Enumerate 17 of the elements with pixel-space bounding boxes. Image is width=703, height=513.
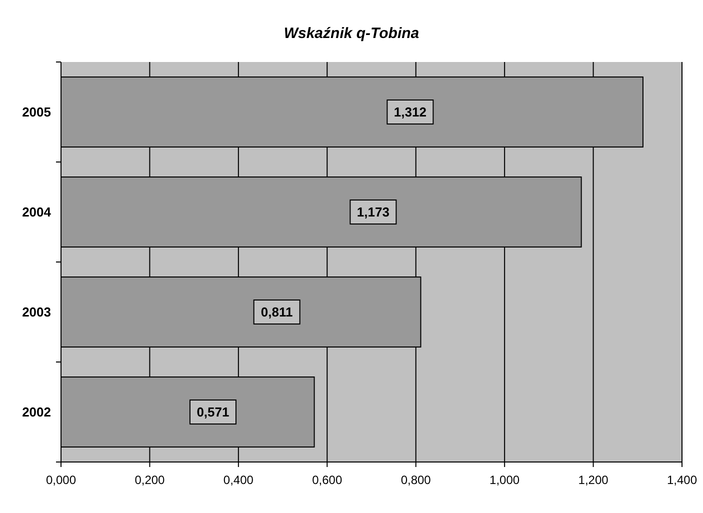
x-tick-label: 0,600 xyxy=(312,473,342,487)
y-tick-label: 2004 xyxy=(22,204,52,220)
data-label: 0,811 xyxy=(260,304,293,320)
y-tick-label: 2003 xyxy=(22,304,51,320)
y-tick-label: 2002 xyxy=(22,404,51,420)
x-tick-label: 0,000 xyxy=(46,473,76,487)
x-tick-label: 0,200 xyxy=(134,473,166,487)
x-tick-label: 0,800 xyxy=(400,473,432,487)
data-label: 1,173 xyxy=(356,204,390,220)
y-tick-label: 2005 xyxy=(22,104,51,120)
data-label: 0,571 xyxy=(196,404,230,420)
data-label: 1,312 xyxy=(394,104,426,120)
x-tick-label: 0,400 xyxy=(223,473,254,487)
x-tick-label: 1,000 xyxy=(490,473,520,487)
chart-title: Wskaźnik q-Tobina xyxy=(284,25,420,42)
x-tick-label: 1,200 xyxy=(578,473,609,487)
x-tick-label: 1,400 xyxy=(666,473,698,487)
